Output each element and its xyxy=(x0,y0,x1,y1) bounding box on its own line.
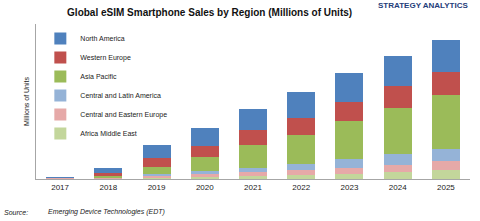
svg-text:Asia Pacific: Asia Pacific xyxy=(80,73,117,80)
svg-text:Global eSIM Smartphone Sales b: Global eSIM Smartphone Sales by Region (… xyxy=(67,7,352,18)
svg-text:North America: North America xyxy=(80,35,124,42)
svg-text:2025: 2025 xyxy=(437,183,455,192)
svg-text:2018: 2018 xyxy=(99,183,117,192)
svg-text:Central and Eastern Europe: Central and Eastern Europe xyxy=(80,111,167,119)
svg-text:2020: 2020 xyxy=(196,183,214,192)
svg-text:2022: 2022 xyxy=(292,183,310,192)
svg-text:Emerging Device Technologies (: Emerging Device Technologies (EDT) xyxy=(48,208,165,216)
svg-text:Millions of Units: Millions of Units xyxy=(23,76,30,126)
svg-text:2017: 2017 xyxy=(51,183,69,192)
svg-text:STRATEGY ANALYTICS: STRATEGY ANALYTICS xyxy=(378,1,468,10)
svg-text:2021: 2021 xyxy=(244,183,262,192)
svg-text:Western Europe: Western Europe xyxy=(80,54,131,62)
svg-text:2019: 2019 xyxy=(148,183,166,192)
svg-text:2023: 2023 xyxy=(341,183,359,192)
svg-text:Central and Latin America: Central and Latin America xyxy=(80,92,161,99)
svg-text:Source:: Source: xyxy=(4,209,28,216)
svg-text:2024: 2024 xyxy=(389,183,407,192)
svg-text:Africa Middle East: Africa Middle East xyxy=(80,130,136,137)
